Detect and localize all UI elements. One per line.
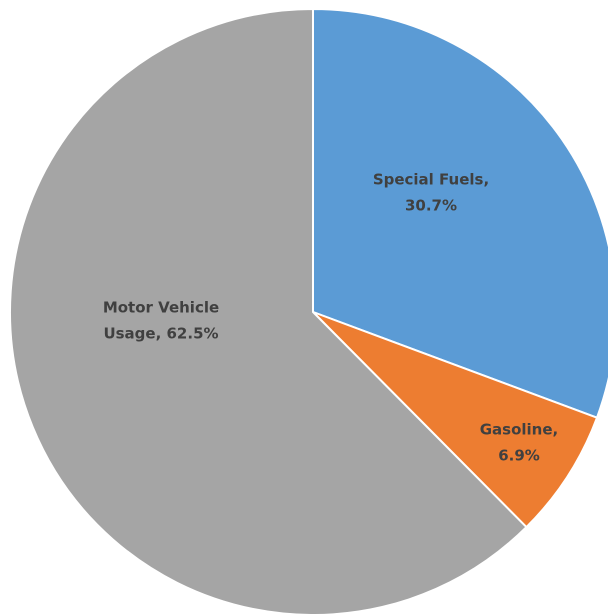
- data-label: Usage, 62.5%: [103, 325, 218, 343]
- pie-slice: [312, 311, 599, 529]
- pie-slice: [9, 7, 528, 614]
- data-label: Special Fuels,: [373, 171, 489, 189]
- data-label: 6.9%: [498, 447, 540, 465]
- data-label: 30.7%: [405, 197, 457, 215]
- pie-slice: [312, 7, 608, 419]
- data-label: Gasoline,: [480, 421, 559, 439]
- data-label: Motor Vehicle: [103, 299, 219, 317]
